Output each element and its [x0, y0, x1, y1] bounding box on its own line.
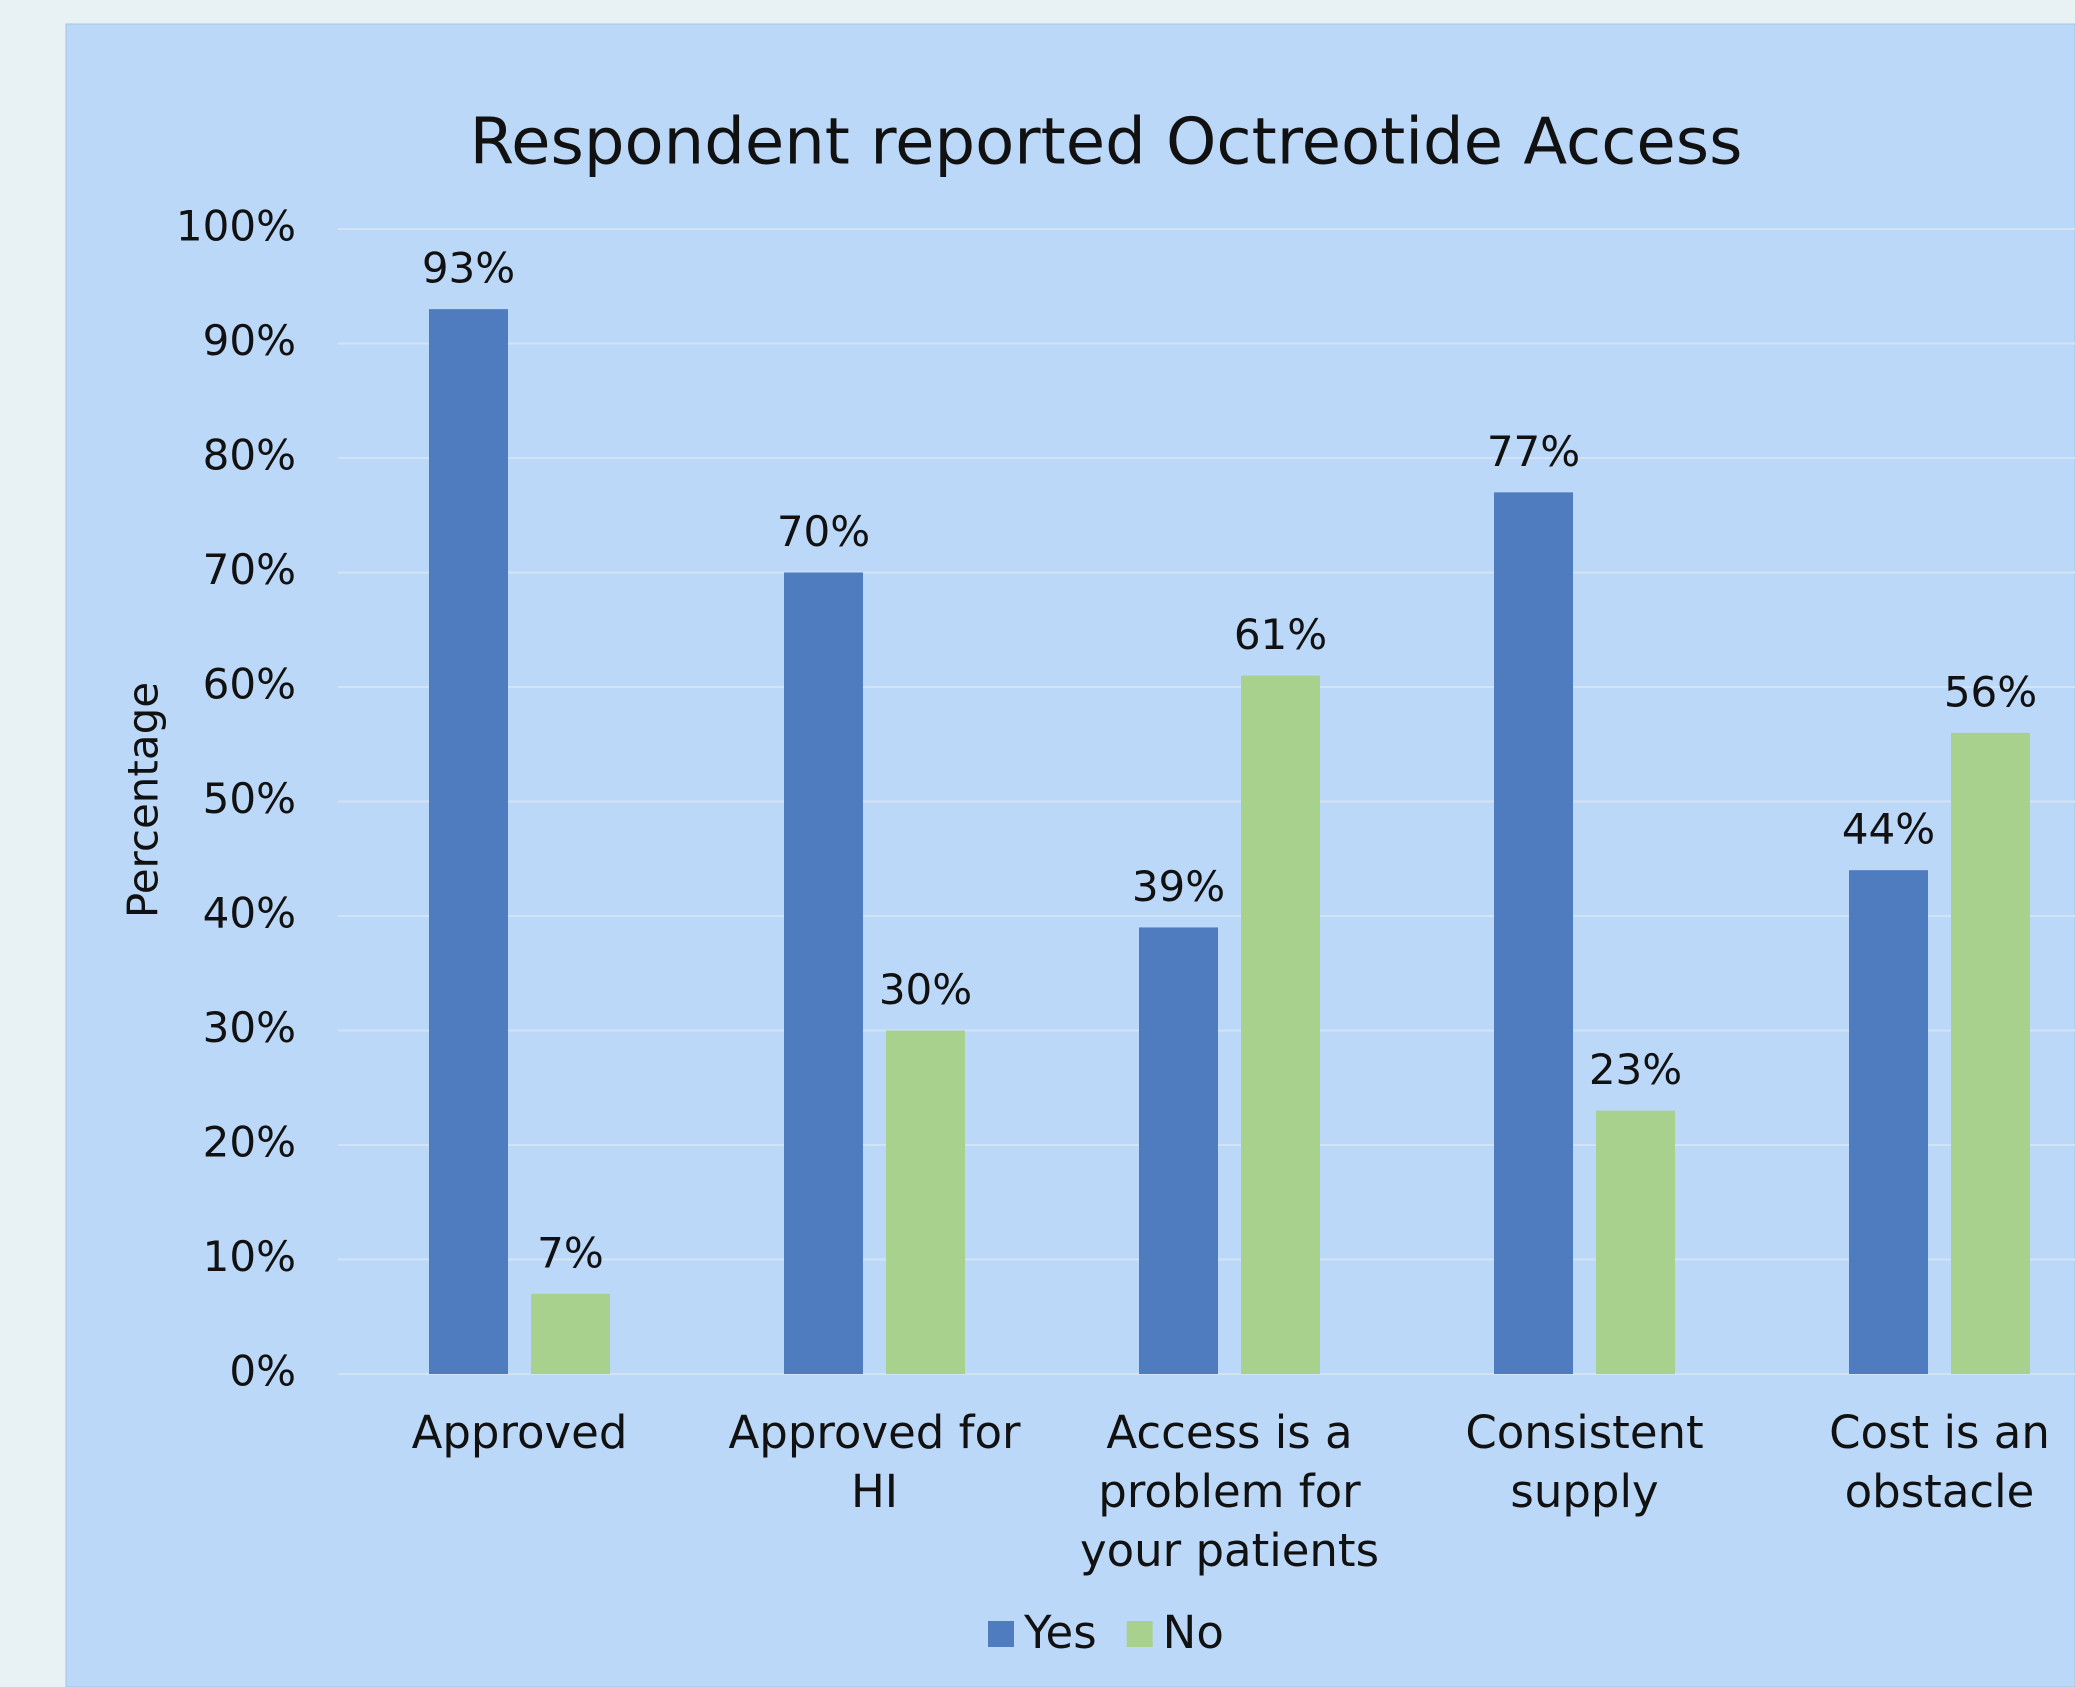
bar	[1596, 1110, 1675, 1374]
bar	[1849, 870, 1928, 1374]
y-tick-label: 30%	[203, 1003, 296, 1052]
y-tick-label: 10%	[203, 1232, 296, 1281]
bar	[1139, 927, 1218, 1374]
data-label: 70%	[777, 507, 870, 556]
legend-swatch	[988, 1621, 1014, 1647]
data-label: 23%	[1589, 1045, 1682, 1094]
legend-label: No	[1163, 1606, 1224, 1659]
data-label: 56%	[1944, 667, 2037, 716]
bar	[1494, 492, 1573, 1375]
y-tick-label: 100%	[176, 202, 296, 251]
bar	[1951, 732, 2030, 1374]
x-tick-label: Consistent supply	[1465, 1406, 1703, 1518]
data-label: 44%	[1842, 805, 1935, 854]
y-tick-label: 0%	[229, 1347, 296, 1396]
y-tick-label: 70%	[203, 545, 296, 594]
data-label: 7%	[537, 1228, 604, 1277]
data-label: 61%	[1234, 610, 1327, 659]
legend-swatch	[1126, 1621, 1153, 1647]
x-tick-label: Approved for HI	[728, 1406, 1021, 1518]
bar	[784, 572, 863, 1374]
y-tick-label: 40%	[203, 889, 296, 938]
y-tick-label: 80%	[203, 431, 296, 480]
bar	[1241, 675, 1320, 1374]
y-tick-label: 90%	[203, 316, 296, 365]
legend-label: Yes	[1023, 1606, 1097, 1659]
y-tick-label: 50%	[203, 774, 296, 823]
x-tick-label: Access is a problem for your patients	[1080, 1406, 1379, 1577]
bar	[886, 1030, 965, 1374]
x-tick-label: Approved	[412, 1406, 628, 1459]
y-axis-label: Percentage	[119, 682, 168, 918]
y-tick-label: 20%	[203, 1118, 296, 1167]
data-label: 30%	[879, 965, 972, 1014]
data-label: 39%	[1132, 862, 1225, 911]
data-label: 77%	[1487, 427, 1580, 476]
data-label: 93%	[422, 244, 515, 293]
bar	[429, 309, 508, 1374]
bar	[531, 1293, 610, 1374]
chart-panel	[65, 23, 2075, 1687]
chart-title: Respondent reported Octreotide Access	[470, 106, 1743, 180]
y-tick-label: 60%	[203, 660, 296, 709]
x-tick-label: Cost is an obstacle	[1829, 1406, 2050, 1518]
